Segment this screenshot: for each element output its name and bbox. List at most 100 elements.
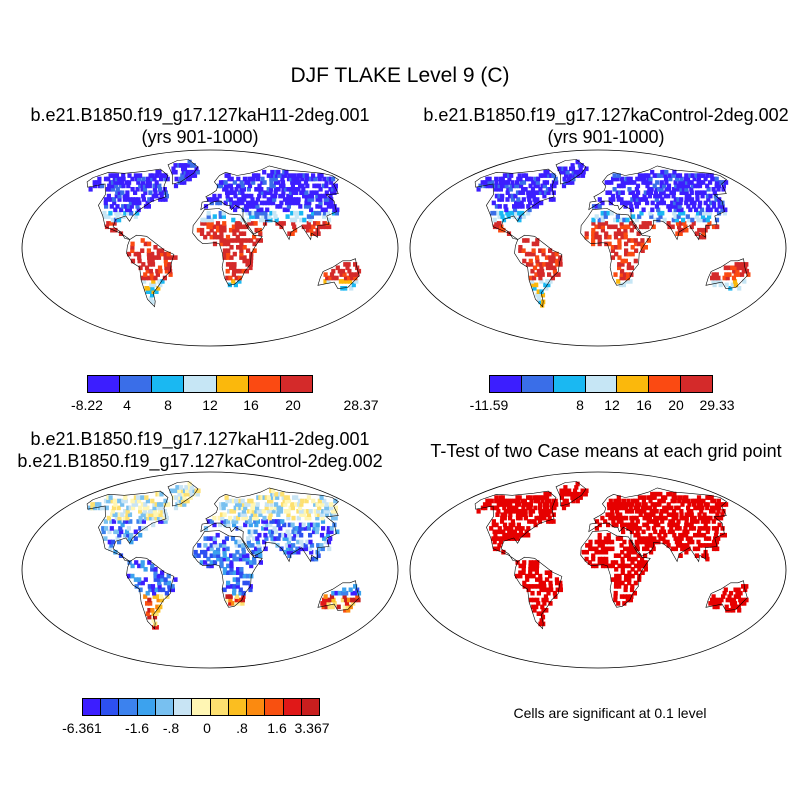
lake-cell [635,197,640,202]
lake-cell [220,519,225,524]
lake-cell [526,526,531,531]
lake-cell [245,560,250,565]
lake-cell [245,238,250,243]
lake-cell [515,573,520,579]
lake-cell [725,597,730,603]
lake-cell [180,495,185,500]
colorbar-label: 4 [123,397,131,413]
lake-cell [179,180,185,185]
lake-cell [740,272,745,277]
lake-cell [308,546,313,552]
lake-cell [294,495,299,500]
lake-cell [620,502,625,507]
lake-cell [322,214,327,219]
lake-cell [620,567,625,572]
lake-cell [600,200,605,206]
lake-cell [233,505,238,511]
lake-cell [542,505,547,511]
lake-cell [319,495,324,500]
lake-cell [161,173,166,178]
lake-cell [260,180,265,185]
lake-cell [656,491,661,497]
lake-cell [108,546,113,552]
lake-cell [293,187,298,192]
lake-cell [349,286,354,291]
lake-cell [298,546,303,552]
lake-cell [219,227,224,233]
lake-cell [323,509,328,514]
lake-cell [239,255,244,260]
lake-cell [225,519,231,524]
lake-cell [636,200,641,206]
lake-cell [241,207,246,213]
lake-cell [245,262,250,267]
lake-cell [594,549,599,555]
lake-cell [293,532,298,538]
lake-cell [695,197,700,202]
lake-cell [649,214,654,219]
lake-cell [118,526,123,531]
lake-cell [160,519,165,524]
lake-cell [162,515,167,521]
lake-cell [580,173,586,178]
lake-cell [516,200,521,206]
lake-cell [222,570,227,575]
lake-cell [682,543,687,548]
lake-cell [710,176,715,182]
lake-cell [610,515,616,521]
lake-cell [158,519,163,524]
lake-cell [117,498,122,504]
lake-cell [153,255,158,260]
lake-cell [567,180,573,185]
lake-cell [507,505,512,511]
lake-cell [229,187,234,192]
lake-cell [699,498,704,504]
coastline [474,168,557,240]
lake-cell [722,210,727,216]
lake-cell [520,532,525,538]
lake-cell [721,594,726,599]
lake-cell [203,234,208,240]
lake-cell [222,238,227,243]
lake-cell [255,502,260,507]
lake-cell [223,522,228,528]
lake-cell [323,197,328,202]
lake-cell [298,522,303,528]
lake-cell [591,556,596,562]
lake-cell [720,204,725,209]
lake-cell [322,176,327,182]
lake-cell [291,187,296,192]
lake-cell [501,549,506,555]
lake-cell [666,204,671,209]
lake-cell [616,601,621,606]
lake-cell [502,515,507,521]
lake-cell [597,217,602,223]
lake-cell [141,519,146,524]
lake-cell [279,224,284,230]
lake-cell [494,536,499,541]
lake-cell [195,491,200,497]
lake-cell [151,289,156,294]
lake-cell [219,238,224,243]
lake-cell [238,224,243,230]
lake-cell [533,176,538,182]
lake-cell [690,539,695,545]
lake-cell [165,176,170,182]
lake-cell [518,245,523,250]
lake-cell [681,183,686,189]
lake-cell [632,549,638,555]
lake-cell [321,526,326,531]
lake-cell [325,597,330,603]
lake-cell [584,488,589,494]
lake-cell [647,515,652,521]
lake-cell [642,173,647,178]
lake-cell [591,563,596,569]
lake-cell [614,522,619,528]
lake-cell [515,495,520,500]
lake-cell [217,515,222,521]
lake-cell [563,485,568,490]
lake-cell [237,502,242,507]
lake-cell [492,224,498,230]
lake-cell [274,180,279,185]
lake-cell [575,481,580,487]
